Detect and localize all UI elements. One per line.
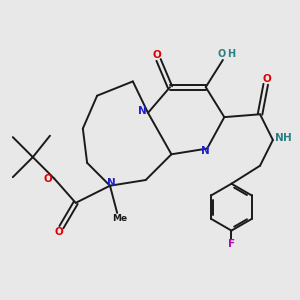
Text: F: F [228,239,235,249]
Text: N: N [139,106,147,116]
Text: O: O [44,174,52,184]
Text: O: O [54,227,63,237]
Text: H: H [227,49,236,59]
Text: O: O [263,74,272,84]
Text: Me: Me [112,214,128,223]
Text: N: N [201,146,210,156]
Text: H: H [284,133,292,143]
Text: N: N [107,178,116,188]
Text: O: O [153,50,161,60]
Text: N: N [275,133,284,143]
Text: O: O [217,49,226,59]
